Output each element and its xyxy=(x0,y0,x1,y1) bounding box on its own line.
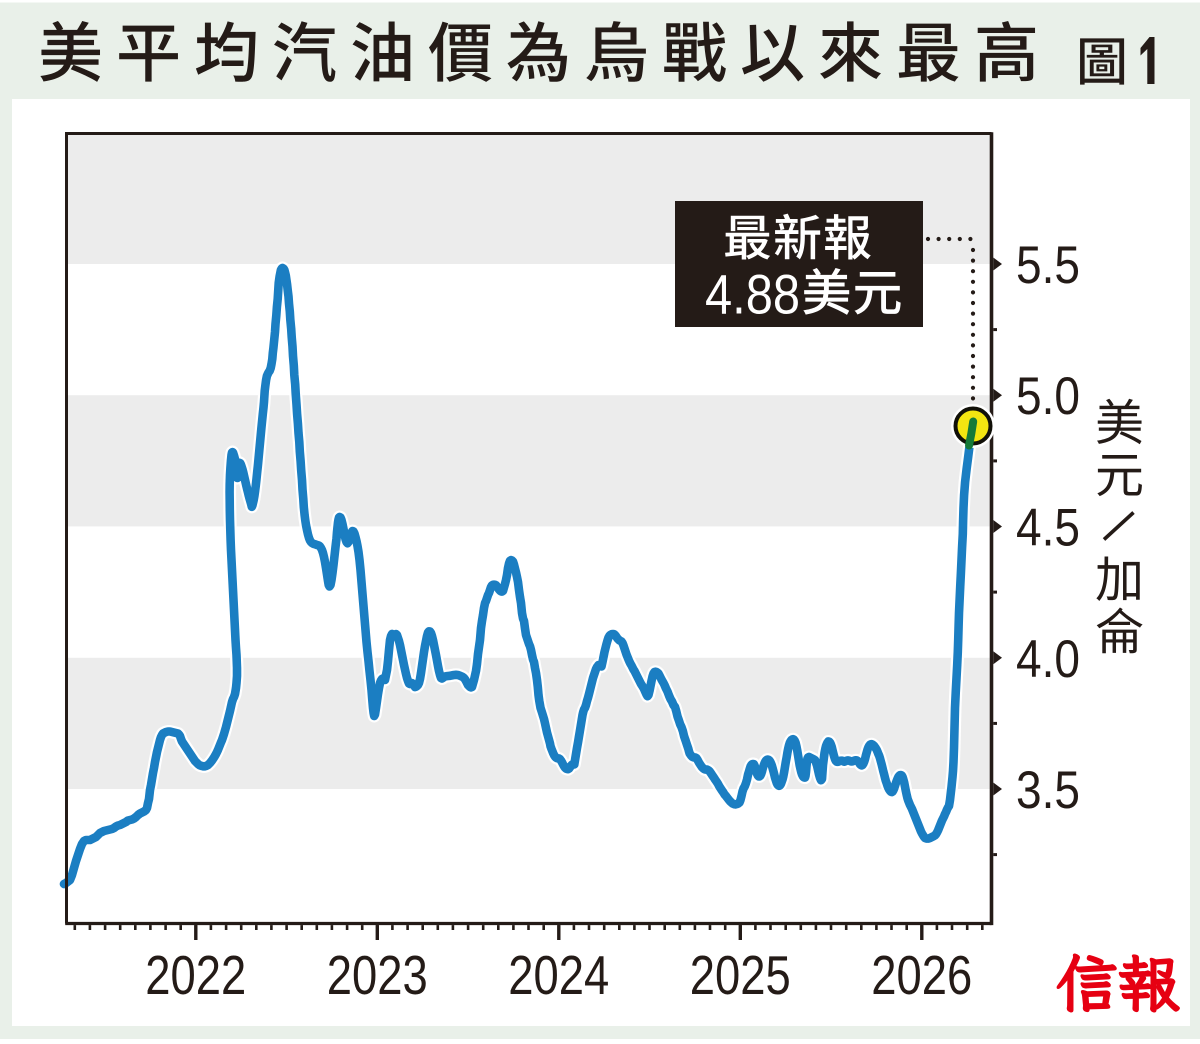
svg-text:4.5: 4.5 xyxy=(1016,499,1080,558)
svg-text:4.88: 4.88 xyxy=(705,262,800,325)
svg-text:2025: 2025 xyxy=(690,944,791,1006)
svg-text:2026: 2026 xyxy=(871,944,972,1006)
svg-text:5.0: 5.0 xyxy=(1016,367,1080,426)
svg-text:3.5: 3.5 xyxy=(1016,761,1080,820)
svg-text:2023: 2023 xyxy=(327,944,428,1006)
svg-text:4.0: 4.0 xyxy=(1016,630,1080,689)
svg-text:5.5: 5.5 xyxy=(1016,236,1080,295)
svg-text:2022: 2022 xyxy=(145,944,246,1006)
svg-text:2024: 2024 xyxy=(508,944,609,1006)
